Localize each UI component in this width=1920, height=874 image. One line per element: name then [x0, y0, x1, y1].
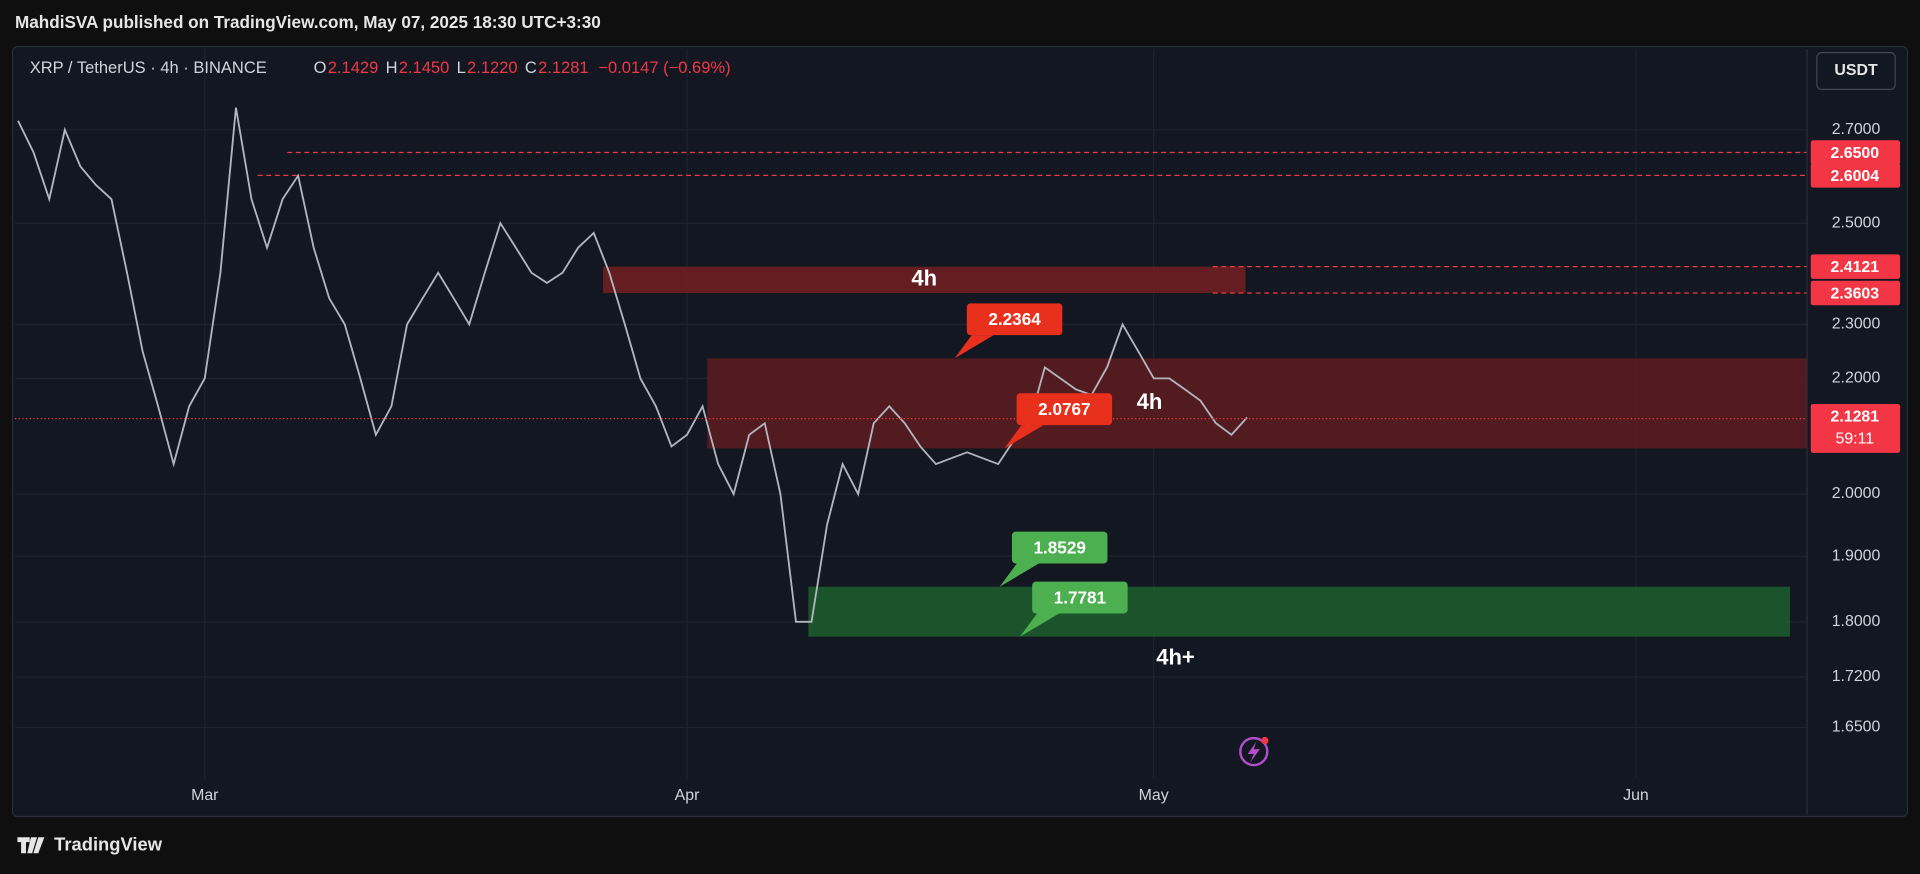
icon-ring: [1239, 736, 1269, 767]
zone: [603, 266, 1246, 293]
current-price-tag: [1810, 403, 1901, 453]
icon-bolt: [1247, 741, 1260, 763]
level-label: 2.6500: [1830, 145, 1879, 162]
ohlc-label: C: [525, 58, 537, 77]
x-tick-label: Apr: [675, 787, 700, 804]
ohlc-value: 2.1281: [538, 58, 589, 77]
zone-label: 4h: [911, 266, 937, 291]
callout-box: [1032, 581, 1128, 614]
y-tick-label: 1.8000: [1832, 613, 1881, 630]
x-tick-label: May: [1139, 787, 1169, 804]
y-tick-label: 1.6500: [1832, 719, 1881, 736]
y-tick-label: 2.3000: [1832, 316, 1881, 333]
callout-box: [1016, 393, 1113, 426]
callout-tail: [1004, 425, 1044, 449]
price-line: [17, 107, 1248, 623]
x-tick-label: Mar: [191, 787, 219, 804]
change: −0.0147 (−0.69%): [598, 58, 730, 77]
callout-box: [1011, 531, 1108, 564]
zone-label: 4h+: [1156, 645, 1195, 670]
zone-label: 4h: [1137, 389, 1163, 414]
level-tag: [1810, 254, 1901, 279]
alert-icon[interactable]: [1239, 736, 1269, 767]
footer-logo: TradingView: [17, 834, 163, 855]
level-tag: [1810, 140, 1901, 165]
plot: [15, 48, 1808, 779]
y-tick-label: 2.7000: [1832, 121, 1881, 138]
level-tag: [1810, 163, 1901, 188]
footer-brand: TradingView: [54, 834, 163, 855]
ohlc-value: 2.1450: [399, 58, 450, 77]
y-tick-label: 2.5000: [1832, 214, 1881, 231]
publisher: MahdiSVA published on TradingView.com, M…: [15, 12, 601, 32]
y-tick-label: 1.7200: [1832, 668, 1881, 685]
ohlc-value: 2.1429: [328, 58, 379, 77]
zone: [707, 358, 1808, 449]
symbol: XRP / TetherUS · 4h · BINANCE: [30, 58, 267, 77]
logo-mark: [17, 837, 45, 854]
level-label: 2.3603: [1830, 285, 1879, 302]
callout-label: 2.2364: [988, 309, 1041, 329]
x-tick-label: Jun: [1623, 787, 1649, 804]
ohlc-value: 2.1220: [467, 58, 518, 77]
zone: [808, 586, 1790, 637]
level-label: 2.6004: [1830, 168, 1879, 185]
current-price-label: 2.1281: [1830, 409, 1879, 426]
currency[interactable]: USDT: [1834, 62, 1878, 79]
level-label: 2.4121: [1830, 259, 1879, 276]
ohlc-label: H: [386, 58, 398, 77]
ohlc-label: L: [457, 58, 466, 77]
callout-tail: [954, 335, 994, 359]
y-tick-label: 2.0000: [1832, 485, 1881, 502]
ohlc: O 2.1429 H 2.1450 L 2.1220 C 2.1281 −0.0147 (−0.…: [314, 58, 731, 77]
callout-label: 1.8529: [1033, 537, 1085, 557]
y-tick-label: 2.2000: [1832, 370, 1881, 387]
callout-label: 2.0767: [1038, 399, 1090, 419]
ohlc-label: O: [314, 58, 327, 77]
currency-button[interactable]: [1816, 52, 1896, 90]
callout-box: [966, 303, 1063, 336]
countdown: 59:11: [1835, 431, 1874, 448]
level-tag: [1810, 280, 1901, 306]
y-tick-label: 1.9000: [1832, 547, 1881, 564]
callout-label: 1.7781: [1054, 587, 1107, 607]
callout-tail: [999, 563, 1039, 587]
icon-dot: [1261, 736, 1269, 745]
